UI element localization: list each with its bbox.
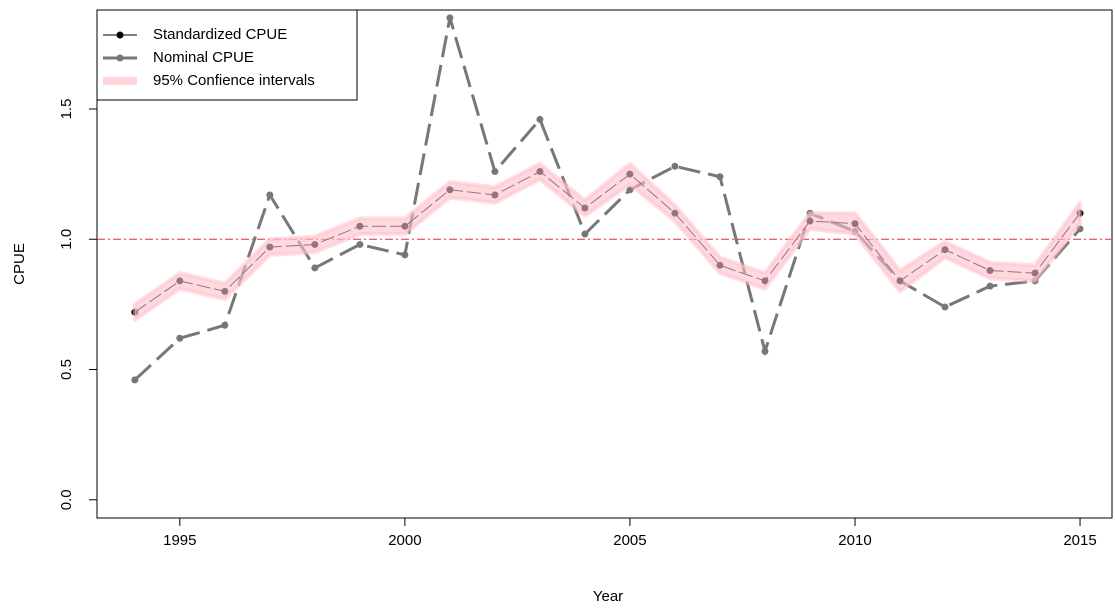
series-point — [311, 264, 319, 272]
series-point — [446, 14, 454, 22]
x-tick-label: 1995 — [163, 532, 196, 549]
legend-label: Standardized CPUE — [153, 26, 287, 43]
x-tick-label: 2010 — [838, 532, 871, 549]
series-point — [491, 168, 499, 176]
y-tick-label: 0.0 — [58, 489, 75, 510]
series-point — [986, 282, 994, 290]
y-tick-label: 1.0 — [58, 229, 75, 250]
plot-frame — [96, 9, 1113, 519]
y-axis-label: CPUE — [11, 243, 28, 285]
series-point — [716, 173, 724, 181]
series-point — [941, 303, 949, 311]
x-tick-label: 2005 — [613, 532, 646, 549]
series-point — [536, 115, 544, 123]
x-axis-label: Year — [593, 588, 623, 605]
legend: Standardized CPUE Nominal CPUE 95% Confien… — [96, 9, 358, 101]
series-point — [176, 334, 184, 342]
series-point — [401, 251, 409, 259]
series-point — [356, 240, 364, 248]
series-point — [131, 376, 139, 384]
legend-marker — [116, 54, 124, 62]
x-tick-label: 2015 — [1063, 532, 1096, 549]
series-point — [266, 191, 274, 199]
x-tick-label: 2000 — [388, 532, 421, 549]
legend-label: 95% Confience intervals — [153, 72, 315, 89]
legend-box — [96, 9, 358, 101]
series-point — [581, 230, 589, 238]
y-tick-label: 0.5 — [58, 359, 75, 380]
series-point — [671, 162, 679, 170]
y-tick-label: 1.5 — [58, 99, 75, 120]
legend-marker — [116, 31, 124, 39]
series-point — [761, 347, 769, 355]
series-point — [221, 321, 229, 329]
legend-label: Nominal CPUE — [153, 49, 254, 66]
confidence-band — [132, 161, 1083, 323]
series-line — [133, 17, 1082, 382]
